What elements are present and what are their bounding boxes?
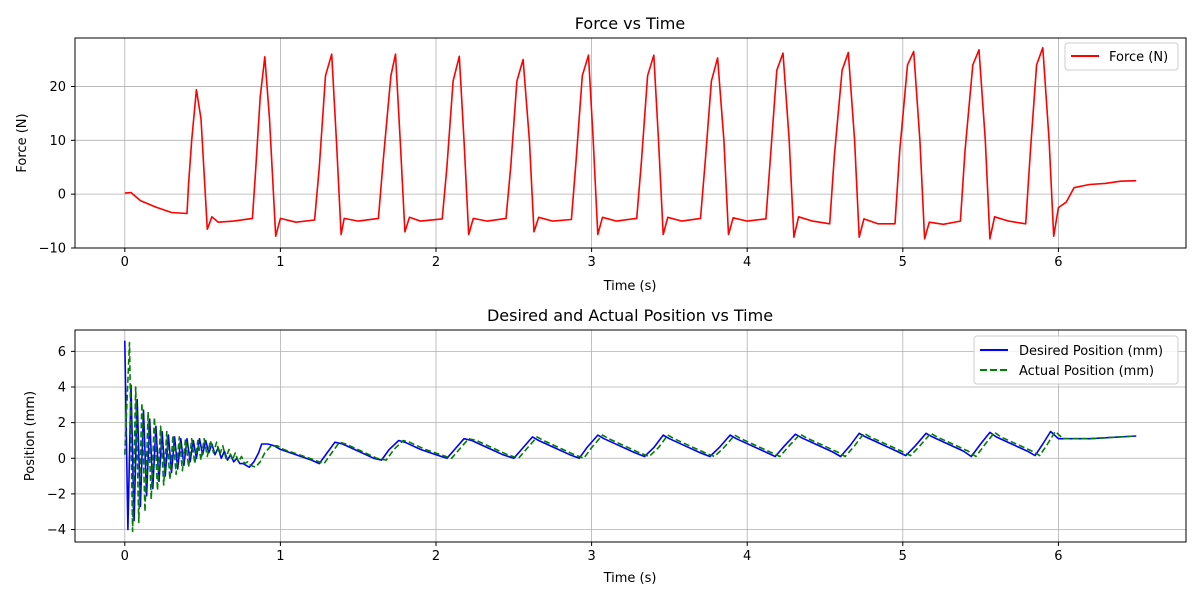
x-tick-label: 6 <box>1054 549 1062 564</box>
x-tick-label: 3 <box>587 549 595 564</box>
y-tick-label: 0 <box>58 452 66 467</box>
position-chart-ticks: 0 1 2 3 4 5 6 −4 −2 0 2 4 6 <box>47 345 1063 564</box>
x-tick-label: 0 <box>121 549 129 564</box>
legend-box <box>973 335 1179 385</box>
series-line-1 <box>124 341 1137 533</box>
x-tick-label: 2 <box>432 255 440 270</box>
position-chart-ylabel: Position (mm) <box>23 391 38 481</box>
y-tick-label: 10 <box>49 134 66 149</box>
legend-label-force: Force (N) <box>1109 50 1168 65</box>
force-chart-ticks: 0 1 2 3 4 5 6 −10 0 10 20 <box>39 80 1063 270</box>
y-tick-label: 0 <box>58 188 66 203</box>
position-chart-legend: Desired Position (mm) Actual Position (m… <box>973 335 1179 385</box>
y-tick-label: 20 <box>49 80 66 95</box>
force-chart-xlabel: Time (s) <box>603 279 657 294</box>
x-tick-label: 0 <box>121 255 129 270</box>
legend-box <box>1064 42 1179 71</box>
force-chart-lines <box>124 46 1137 240</box>
force-chart-title: Force vs Time <box>575 14 685 33</box>
force-chart-ylabel: Force (N) <box>15 113 30 172</box>
x-tick-label: 5 <box>899 549 907 564</box>
y-tick-label: −10 <box>39 242 66 257</box>
y-tick-label: 6 <box>58 345 66 360</box>
position-chart: Desired and Actual Position vs Time 0 1 2 3… <box>23 306 1187 586</box>
legend-label-actual: Actual Position (mm) <box>1019 364 1154 379</box>
position-chart-xlabel: Time (s) <box>603 571 657 586</box>
x-tick-label: 3 <box>587 255 595 270</box>
x-tick-label: 4 <box>743 549 751 564</box>
series-line-0 <box>124 340 1137 531</box>
y-tick-label: 4 <box>58 381 66 396</box>
force-chart: Force vs Time 0 1 2 3 4 5 6 −10 0 10 20 Time (s) F… <box>15 14 1187 294</box>
legend-label-desired: Desired Position (mm) <box>1019 344 1163 359</box>
y-tick-label: −2 <box>47 487 66 502</box>
x-tick-label: 6 <box>1054 255 1062 270</box>
force-chart-legend: Force (N) <box>1064 42 1179 71</box>
position-chart-lines <box>124 340 1137 533</box>
force-chart-frame <box>74 37 1187 249</box>
position-chart-frame <box>74 329 1187 543</box>
x-tick-label: 5 <box>899 255 907 270</box>
x-tick-label: 1 <box>276 549 284 564</box>
x-tick-label: 1 <box>276 255 284 270</box>
y-tick-label: 2 <box>58 416 66 431</box>
series-line-0 <box>124 46 1137 240</box>
x-tick-label: 4 <box>743 255 751 270</box>
position-chart-title: Desired and Actual Position vs Time <box>487 306 773 325</box>
x-tick-label: 2 <box>432 549 440 564</box>
y-tick-label: −4 <box>47 523 66 538</box>
